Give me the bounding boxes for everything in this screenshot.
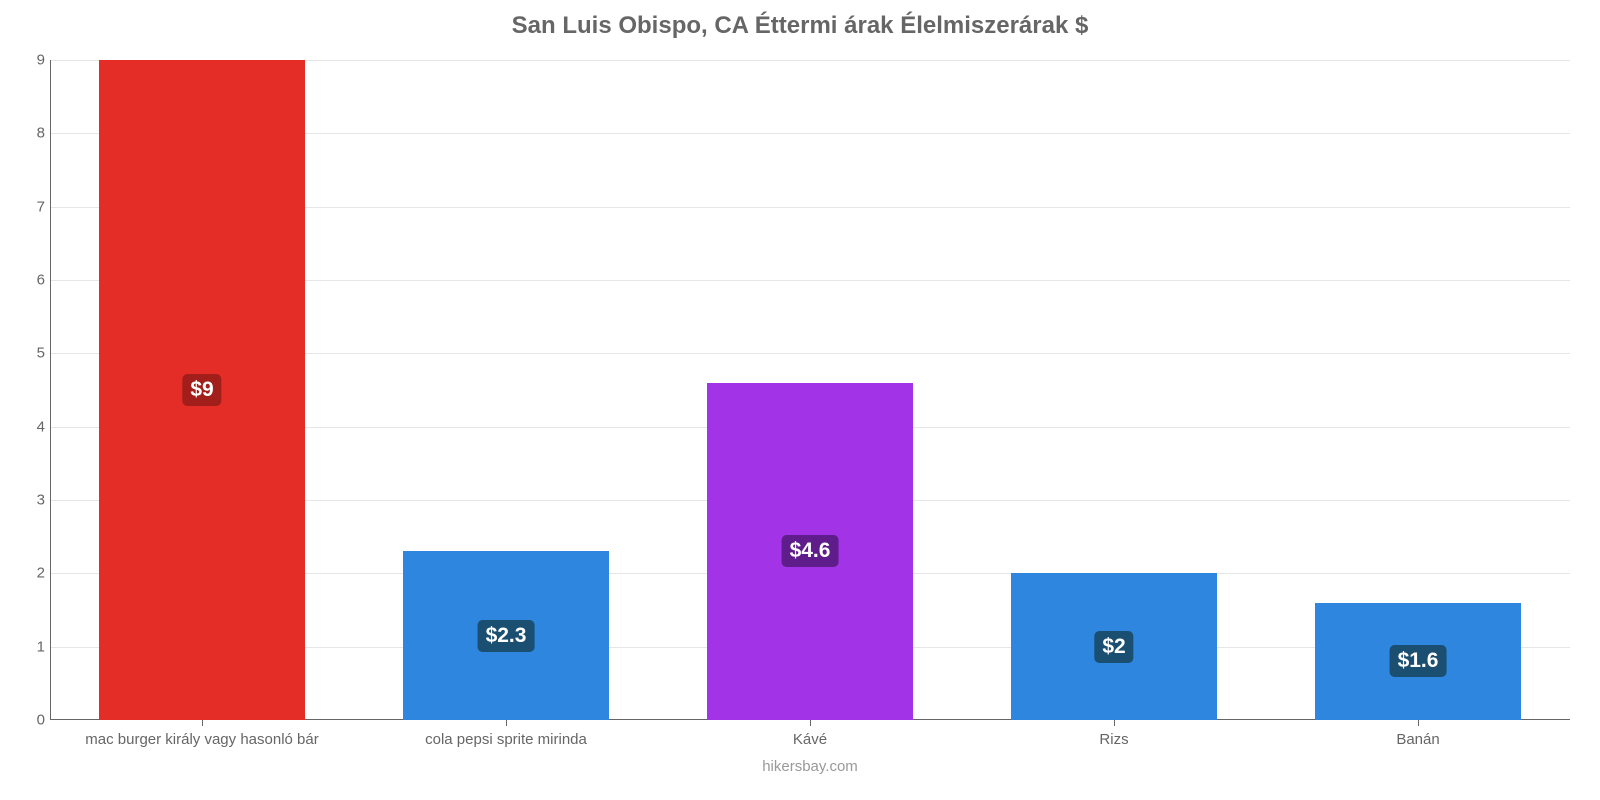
y-tick-label: 9: [20, 52, 45, 69]
bar-slot: $2.3: [354, 60, 658, 720]
bar: $4.6: [707, 383, 914, 720]
x-tick-mark: [202, 720, 203, 726]
x-axis-labels: mac burger király vagy hasonló bárcola p…: [50, 731, 1570, 748]
x-axis-label: mac burger király vagy hasonló bár: [50, 731, 354, 748]
y-tick-label: 0: [20, 712, 45, 729]
x-axis-label: cola pepsi sprite mirinda: [354, 731, 658, 748]
bar: $2: [1011, 573, 1218, 720]
x-tick-mark: [810, 720, 811, 726]
y-tick-label: 3: [20, 492, 45, 509]
bar: $1.6: [1315, 603, 1522, 720]
chart-title: San Luis Obispo, CA Éttermi árak Élelmis…: [0, 0, 1600, 40]
x-axis-label: Banán: [1266, 731, 1570, 748]
y-tick-label: 6: [20, 272, 45, 289]
bar-value-badge: $2.3: [478, 620, 535, 652]
x-axis-label: Rizs: [962, 731, 1266, 748]
bar: $2.3: [403, 551, 610, 720]
bars-row: $9 $2.3 $4.6 $2 $1.6: [50, 60, 1570, 720]
x-tick-mark: [1418, 720, 1419, 726]
x-tick-mark: [1114, 720, 1115, 726]
x-axis-label: Kávé: [658, 731, 962, 748]
bar-slot: $2: [962, 60, 1266, 720]
y-tick-label: 2: [20, 565, 45, 582]
bar-slot: $1.6: [1266, 60, 1570, 720]
bar-value-badge: $1.6: [1390, 645, 1447, 677]
y-tick-label: 8: [20, 125, 45, 142]
y-tick-label: 4: [20, 418, 45, 435]
bar-value-badge: $2: [1094, 631, 1133, 663]
bar-slot: $4.6: [658, 60, 962, 720]
y-tick-label: 1: [20, 638, 45, 655]
bar-value-badge: $4.6: [782, 535, 839, 567]
bar: $9: [99, 60, 306, 720]
chart-footer: hikersbay.com: [50, 758, 1570, 775]
y-tick-label: 7: [20, 198, 45, 215]
y-tick-label: 5: [20, 345, 45, 362]
x-tick-mark: [506, 720, 507, 726]
bar-value-badge: $9: [182, 374, 221, 406]
plot-area: 0123456789 $9$2.3$4.6$2$1.6 mac burger k…: [50, 60, 1570, 720]
price-bar-chart: San Luis Obispo, CA Éttermi árak Élelmis…: [0, 0, 1600, 800]
bar-slot: $9: [50, 60, 354, 720]
